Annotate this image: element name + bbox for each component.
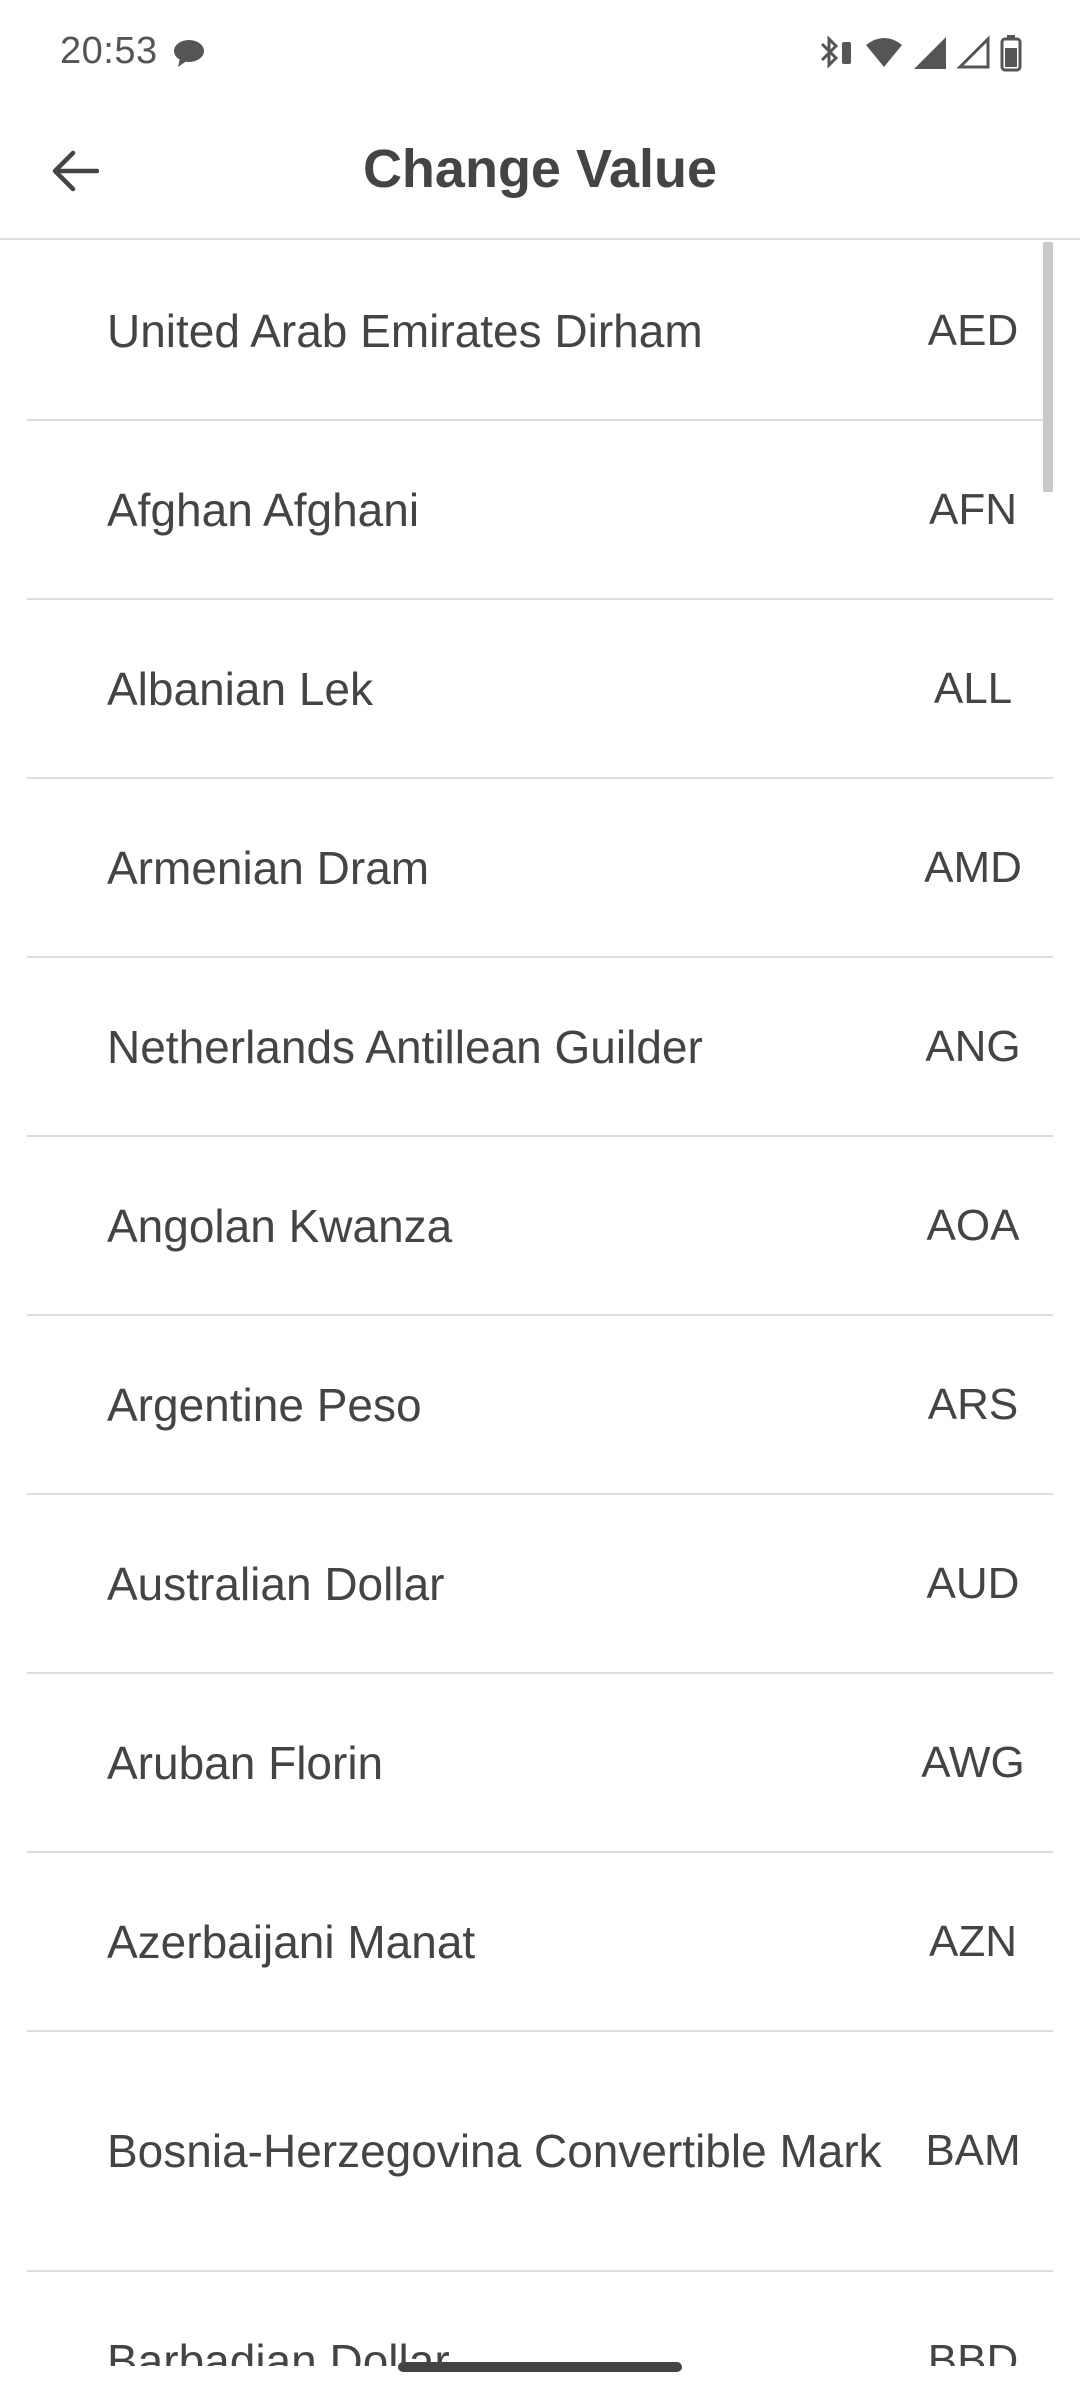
signal-outline-icon (956, 35, 992, 76)
gesture-navigation-bar[interactable] (398, 2362, 682, 2372)
currency-code: AFN (929, 484, 1017, 534)
list-item-ars[interactable]: Argentine Peso ARS (27, 1316, 1053, 1495)
app-bar: Change Value (0, 108, 1080, 240)
list-item-all[interactable]: Albanian Lek ALL (27, 600, 1053, 779)
list-item-amd[interactable]: Armenian Dram AMD (27, 779, 1053, 958)
currency-code: AMD (924, 842, 1022, 892)
currency-code: ANG (925, 1021, 1021, 1071)
wifi-icon (864, 35, 904, 76)
currency-code: AED (927, 305, 1019, 355)
currency-name: Albanian Lek (107, 662, 373, 715)
list-item-aed[interactable]: United Arab Emirates Dirham AED (27, 242, 1053, 421)
currency-code: AZN (929, 1916, 1017, 1966)
currency-code: ARS (927, 1379, 1019, 1429)
page-title: Change Value (362, 139, 718, 199)
currency-name: Aruban Florin (107, 1736, 384, 1789)
back-arrow-icon (51, 149, 100, 198)
battery-icon (1000, 34, 1022, 77)
currency-code: AOA (926, 1200, 1020, 1250)
currency-name: Armenian Dram (107, 841, 430, 894)
currency-name: United Arab Emirates Dirham (107, 304, 703, 357)
list-item-awg[interactable]: Aruban Florin AWG (27, 1674, 1053, 1853)
currency-code: AUD (926, 1558, 1020, 1608)
currency-name: Netherlands Antillean Guilder (107, 1020, 703, 1073)
currency-name: Azerbaijani Manat (107, 1915, 476, 1968)
currency-name: Bosnia-Herzegovina Convertible Mark (107, 2125, 882, 2177)
list-item-aoa[interactable]: Angolan Kwanza AOA (27, 1137, 1053, 1316)
currency-name: Argentine Peso (107, 1378, 422, 1431)
list-item-azn[interactable]: Azerbaijani Manat AZN (27, 1853, 1053, 2032)
currency-name: Afghan Afghani (107, 483, 420, 536)
currency-code: BAM (925, 2126, 1021, 2175)
bluetooth-icon (816, 34, 856, 77)
currency-code: BBD (927, 2335, 1019, 2367)
list-item-bbd[interactable]: Barbadian Dollar BBD (27, 2272, 1053, 2367)
currency-code: AWG (921, 1737, 1025, 1787)
back-button[interactable] (40, 138, 110, 208)
currency-name: Barbadian Dollar (107, 2334, 450, 2367)
signal-icon (912, 35, 948, 76)
status-icons (816, 34, 1022, 77)
status-bar: 20:53 (0, 0, 1080, 108)
chat-bubble-icon (172, 38, 206, 73)
currency-name: Angolan Kwanza (107, 1199, 453, 1252)
list-item-aud[interactable]: Australian Dollar AUD (27, 1495, 1053, 1674)
scrollbar-thumb[interactable] (1043, 242, 1053, 492)
currency-code: ALL (933, 663, 1013, 713)
currency-name: Australian Dollar (107, 1557, 445, 1610)
currency-list[interactable]: United Arab Emirates Dirham AED Afghan A… (0, 242, 1080, 2366)
list-item-ang[interactable]: Netherlands Antillean Guilder ANG (27, 958, 1053, 1137)
list-item-afn[interactable]: Afghan Afghani AFN (27, 421, 1053, 600)
status-time: 20:53 (60, 30, 158, 72)
list-item-bam[interactable]: Bosnia-Herzegovina Convertible Mark BAM (27, 2032, 1053, 2272)
